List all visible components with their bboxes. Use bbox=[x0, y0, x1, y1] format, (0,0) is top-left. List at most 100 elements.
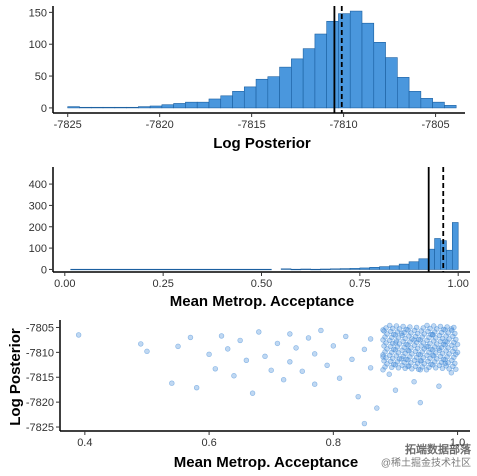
histogram-bar bbox=[138, 106, 151, 109]
x-axis-title: Log Posterior bbox=[213, 135, 311, 152]
scatter-point bbox=[424, 337, 430, 344]
scatter-point bbox=[451, 339, 457, 346]
scatter-point bbox=[421, 346, 427, 352]
scatter-point bbox=[449, 342, 455, 349]
scatter-point bbox=[430, 362, 436, 368]
scatter-point bbox=[443, 363, 449, 369]
scatter-point bbox=[343, 333, 349, 340]
scatter-point bbox=[380, 352, 386, 358]
y-tick-label: 0 bbox=[41, 103, 47, 115]
panel-log-posterior-histogram: -7825 -7820 -7815 -7810 -7805 0 50 100 150 Log … bbox=[29, 6, 465, 152]
x-tick-label: -7815 bbox=[238, 119, 266, 131]
reference-lines bbox=[427, 167, 445, 272]
scatter-point bbox=[431, 353, 437, 359]
scatter-point bbox=[418, 358, 424, 364]
histogram-bar bbox=[339, 268, 351, 270]
scatter-point bbox=[411, 357, 418, 364]
scatter-point bbox=[405, 327, 411, 333]
scatter-point bbox=[412, 333, 419, 340]
scatter-point bbox=[388, 343, 394, 350]
y-ticks: -7805 -7810 -7815 -7820 -7825 bbox=[26, 322, 60, 434]
y-axis-title: Log Posterior bbox=[7, 328, 24, 426]
scatter-point bbox=[392, 332, 399, 338]
scatter-point bbox=[412, 363, 419, 369]
scatter-point bbox=[355, 393, 361, 400]
scatter-point bbox=[426, 349, 432, 356]
scatter-point bbox=[311, 351, 318, 357]
scatter-point bbox=[411, 379, 417, 385]
histogram-bar bbox=[432, 101, 445, 109]
y-tick-label: 0 bbox=[41, 264, 47, 276]
scatter-point bbox=[437, 338, 444, 345]
histogram-bar bbox=[291, 58, 304, 109]
x-tick-label: 1.00 bbox=[447, 278, 468, 290]
scatter-point bbox=[318, 327, 324, 334]
scatter-point bbox=[299, 368, 305, 374]
scatter-point bbox=[436, 383, 442, 389]
scatter-point bbox=[406, 333, 412, 339]
scatter-point bbox=[402, 335, 408, 342]
histogram-bar bbox=[359, 267, 370, 270]
scatter-point bbox=[451, 354, 457, 361]
scatter-point bbox=[381, 358, 387, 364]
scatter-point bbox=[287, 359, 293, 365]
scatter-point bbox=[407, 339, 413, 345]
histogram-bar bbox=[349, 10, 363, 109]
scatter-point bbox=[388, 358, 394, 365]
histogram-bar bbox=[310, 268, 321, 271]
scatter-point bbox=[367, 336, 374, 342]
y-tick-label: 150 bbox=[29, 7, 47, 19]
scatter-point bbox=[401, 329, 407, 336]
x-tick-label: 1.0 bbox=[450, 437, 465, 449]
histogram-bar bbox=[300, 268, 311, 270]
scatter-point bbox=[381, 328, 387, 334]
scatter-point bbox=[417, 399, 424, 406]
scatter-point bbox=[413, 339, 420, 346]
scatter-point bbox=[393, 323, 400, 329]
histogram-bar bbox=[444, 105, 457, 109]
histogram-bar bbox=[314, 33, 327, 109]
scatter-point bbox=[305, 335, 312, 341]
scatter-point bbox=[225, 346, 231, 352]
scatter-point bbox=[420, 325, 426, 331]
scatter-point bbox=[138, 341, 144, 347]
y-ticks: 0 50 100 150 bbox=[29, 7, 53, 115]
histogram-bar bbox=[434, 238, 441, 270]
scatter-point bbox=[243, 357, 250, 364]
histogram-bar bbox=[208, 98, 222, 109]
histogram-bar bbox=[361, 22, 375, 109]
scatter-point bbox=[400, 353, 406, 360]
y-tick-label: 100 bbox=[29, 243, 47, 255]
scatter-point bbox=[445, 330, 451, 336]
scatter-point bbox=[407, 324, 413, 330]
histogram-bar bbox=[185, 101, 198, 109]
histogram-bar bbox=[126, 106, 139, 109]
scatter-point bbox=[399, 347, 405, 354]
x-axis-title: Mean Metrop. Acceptance bbox=[174, 454, 359, 471]
histogram-bar bbox=[232, 91, 245, 109]
x-tick-label: -7805 bbox=[422, 119, 450, 131]
scatter-point bbox=[380, 367, 386, 373]
x-tick-label: 0.25 bbox=[152, 278, 173, 290]
y-tick-label: 100 bbox=[29, 39, 47, 51]
scatter-point bbox=[413, 354, 420, 361]
scatter-point bbox=[187, 334, 194, 341]
x-tick-label: 0.75 bbox=[349, 278, 370, 290]
histogram-bar bbox=[385, 57, 398, 109]
scatter-point bbox=[361, 420, 368, 427]
scatter-point bbox=[380, 354, 386, 360]
scatter-point bbox=[418, 328, 424, 334]
x-tick-label: 0.50 bbox=[251, 278, 272, 290]
scatter-point bbox=[432, 359, 438, 365]
y-tick-label: 200 bbox=[29, 222, 47, 234]
scatter-point bbox=[382, 334, 388, 340]
scatter-point bbox=[206, 351, 212, 358]
histogram-bar bbox=[369, 267, 380, 270]
scatter-point bbox=[449, 357, 455, 364]
scatter-point bbox=[432, 344, 438, 350]
x-tick-label: 0.4 bbox=[77, 437, 92, 449]
y-tick-label: -7810 bbox=[26, 347, 54, 359]
scatter-point bbox=[436, 332, 443, 339]
histogram-bar bbox=[446, 249, 453, 270]
